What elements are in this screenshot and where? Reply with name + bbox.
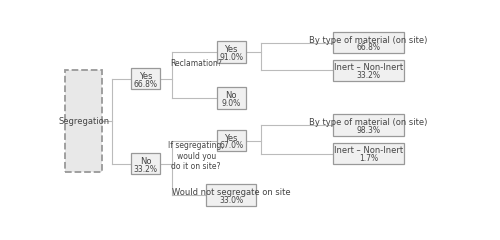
Text: 33.2%: 33.2% (134, 164, 158, 174)
FancyBboxPatch shape (216, 87, 246, 109)
Text: No: No (140, 157, 151, 166)
Text: 33.2%: 33.2% (356, 71, 380, 80)
FancyBboxPatch shape (333, 32, 404, 53)
FancyBboxPatch shape (66, 70, 102, 172)
Text: If segregating,
would you
do it on site?: If segregating, would you do it on site? (168, 141, 224, 171)
Text: Yes: Yes (224, 133, 238, 143)
Text: Inert – Non-Inert: Inert – Non-Inert (334, 63, 403, 72)
Text: By type of material (on site): By type of material (on site) (310, 36, 428, 45)
FancyBboxPatch shape (333, 143, 404, 164)
FancyBboxPatch shape (333, 60, 404, 81)
Text: 98.3%: 98.3% (356, 126, 380, 135)
Text: Inert – Non-Inert: Inert – Non-Inert (334, 146, 403, 156)
Text: Would not segregate on site: Would not segregate on site (172, 188, 290, 197)
FancyBboxPatch shape (216, 41, 246, 63)
Text: 1.7%: 1.7% (359, 154, 378, 163)
Text: Yes: Yes (224, 45, 238, 54)
Text: Segregation: Segregation (58, 117, 110, 126)
Text: 33.0%: 33.0% (219, 196, 243, 205)
FancyBboxPatch shape (132, 68, 160, 89)
Text: No: No (226, 91, 237, 100)
Text: 9.0%: 9.0% (222, 99, 240, 108)
FancyBboxPatch shape (132, 153, 160, 174)
Text: Yes: Yes (139, 72, 152, 81)
Text: 66.8%: 66.8% (134, 79, 158, 89)
FancyBboxPatch shape (333, 114, 404, 136)
Text: 91.0%: 91.0% (219, 53, 243, 62)
FancyBboxPatch shape (216, 130, 246, 151)
Text: 66.8%: 66.8% (356, 43, 380, 53)
Text: By type of material (on site): By type of material (on site) (310, 118, 428, 127)
Text: 67.0%: 67.0% (219, 141, 243, 150)
Text: Reclamation?: Reclamation? (170, 60, 222, 68)
FancyBboxPatch shape (206, 185, 256, 206)
